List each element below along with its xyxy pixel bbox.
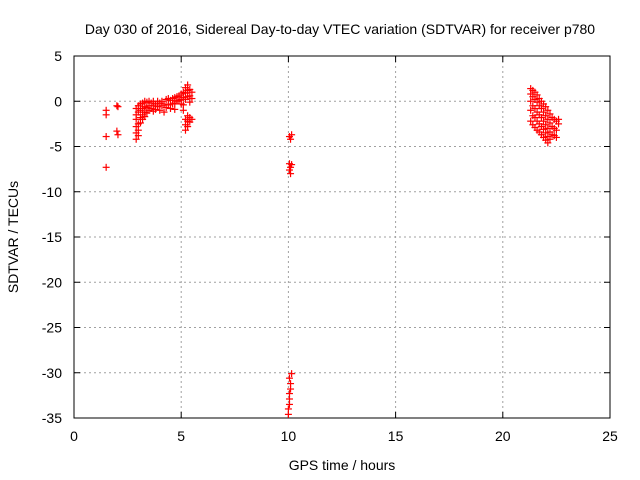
data-point (102, 163, 110, 171)
data-point (527, 106, 535, 114)
data-point (537, 114, 545, 122)
data-point (154, 103, 162, 111)
axis-ticks: 0 5 10 15 20 25 5 0 -5 -10 -15 -20 -25 -30 -35 (42, 48, 618, 444)
data-point (542, 121, 550, 129)
data-point (533, 91, 541, 99)
x-tick-label: 5 (177, 428, 185, 444)
data-point (171, 105, 179, 113)
data-point (542, 112, 550, 120)
x-tick-label: 10 (281, 428, 297, 444)
data-point (160, 100, 168, 108)
y-tick-label: -30 (42, 365, 62, 381)
data-point (285, 400, 293, 408)
data-point (531, 104, 539, 112)
data-point (164, 101, 172, 109)
data-point (544, 115, 552, 123)
data-point (527, 97, 535, 105)
y-tick-label: -10 (42, 184, 62, 200)
data-point (288, 161, 296, 169)
data-point (285, 374, 293, 382)
x-tick-label: 15 (388, 428, 404, 444)
data-point (113, 102, 121, 110)
data-point (181, 126, 189, 134)
y-tick-label: -20 (42, 274, 62, 290)
data-point (132, 135, 140, 143)
data-point (141, 113, 149, 121)
data-point (287, 385, 295, 393)
y-tick-label: 0 (54, 93, 62, 109)
data-point (537, 104, 545, 112)
data-point (552, 126, 560, 134)
data-point (160, 108, 168, 116)
data-point (102, 133, 110, 141)
y-axis-label: SDTVAR / TECUs (5, 181, 21, 293)
data-point (166, 104, 174, 112)
data-points (102, 81, 563, 418)
x-tick-label: 0 (70, 428, 78, 444)
data-point (527, 117, 535, 125)
data-point (287, 170, 295, 178)
data-point (179, 106, 187, 114)
y-tick-label: -25 (42, 320, 62, 336)
x-tick-label: 20 (495, 428, 511, 444)
data-point (546, 110, 554, 118)
data-point (114, 103, 122, 111)
data-point (542, 129, 550, 137)
data-point (188, 88, 196, 96)
data-point (287, 135, 295, 143)
y-tick-label: -35 (42, 410, 62, 426)
data-point (113, 127, 121, 135)
data-point (102, 111, 110, 119)
data-point (540, 117, 548, 125)
data-point (544, 106, 552, 114)
data-point (188, 115, 196, 123)
data-point (186, 98, 194, 106)
data-point (540, 125, 548, 133)
y-tick-label: 5 (54, 48, 62, 64)
data-point (552, 133, 560, 141)
data-point (136, 119, 144, 127)
y-tick-label: -15 (42, 229, 62, 245)
data-point (132, 115, 140, 123)
x-axis-label: GPS time / hours (289, 457, 396, 473)
data-point (114, 131, 122, 139)
data-point (544, 139, 552, 147)
data-point (156, 106, 164, 114)
data-point (188, 95, 196, 103)
data-point (134, 132, 142, 140)
data-point (555, 120, 563, 128)
chart-title: Day 030 of 2016, Sidereal Day-to-day VTE… (85, 21, 595, 37)
data-point (284, 410, 292, 418)
y-tick-label: -5 (50, 139, 63, 155)
data-point (546, 135, 554, 143)
data-point (546, 119, 554, 127)
x-tick-label: 25 (602, 428, 618, 444)
data-point (288, 370, 296, 378)
data-point (540, 108, 548, 116)
data-point (184, 123, 192, 131)
data-point (288, 131, 296, 139)
data-point (531, 114, 539, 122)
data-point (542, 103, 550, 111)
grid-lines (74, 56, 610, 418)
data-point (544, 124, 552, 132)
data-point (533, 98, 541, 106)
